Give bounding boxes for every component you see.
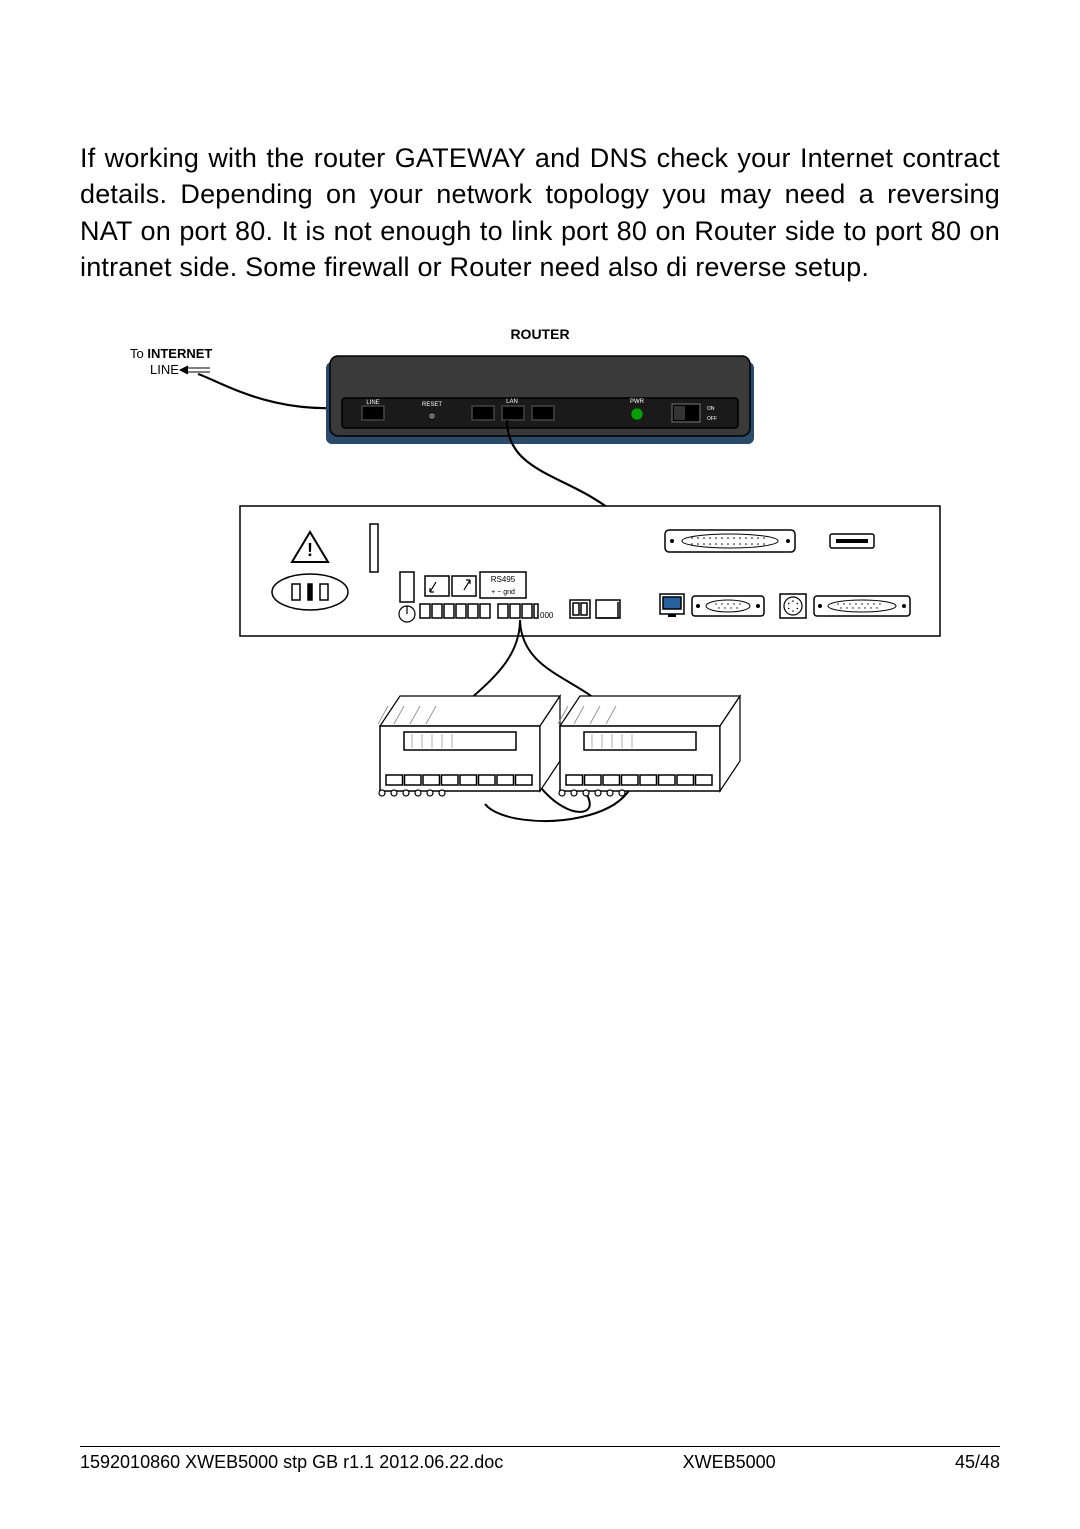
internet-label: To INTERNET [130, 346, 212, 361]
svg-text:RESET: RESET [422, 402, 442, 408]
svg-text:ON: ON [707, 406, 715, 412]
svg-text:RS495: RS495 [491, 575, 516, 584]
internet-text: INTERNET [147, 346, 212, 361]
to-text: To [130, 346, 147, 361]
svg-text:OFF: OFF [707, 416, 717, 422]
svg-text:PWR: PWR [630, 399, 645, 405]
diagram-svg: LINE RESET LAN PWR ON OFF! RS495 + − gnd 000 [130, 326, 950, 886]
body-paragraph: If working with the router GATEWAY and D… [80, 140, 1000, 286]
page: If working with the router GATEWAY and D… [0, 0, 1080, 1529]
svg-text:!: ! [307, 540, 313, 560]
footer-center: XWEB5000 [683, 1452, 776, 1473]
diagram-container: ROUTER To INTERNET LINE LINE RESET LAN PWR O… [80, 326, 1000, 886]
svg-text:LINE: LINE [366, 400, 379, 406]
footer-left: 1592010860 XWEB5000 stp GB r1.1 2012.06.… [80, 1452, 503, 1473]
svg-text:+ − gnd: + − gnd [491, 589, 515, 596]
page-footer: 1592010860 XWEB5000 stp GB r1.1 2012.06.… [80, 1452, 1000, 1473]
router-label: ROUTER [510, 326, 569, 342]
line-label: LINE [150, 362, 179, 377]
footer-right: 45/48 [955, 1452, 1000, 1473]
footer-rule [80, 1446, 1000, 1447]
svg-text:LAN: LAN [506, 399, 518, 405]
svg-text:000: 000 [540, 611, 554, 620]
network-diagram: ROUTER To INTERNET LINE LINE RESET LAN PWR O… [130, 326, 950, 886]
